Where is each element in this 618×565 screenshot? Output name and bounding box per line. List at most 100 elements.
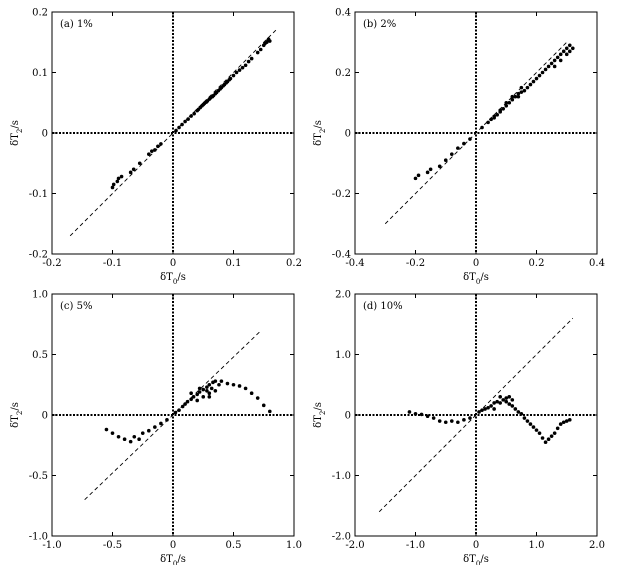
data-point	[558, 52, 563, 57]
y-tick-label: 0	[42, 411, 48, 422]
data-point	[501, 398, 506, 402]
x-tick-label: 0	[473, 258, 479, 269]
data-point	[407, 410, 412, 414]
data-point	[207, 382, 212, 387]
data-point	[507, 100, 512, 105]
data-point	[462, 141, 466, 146]
data-point	[543, 440, 548, 445]
data-point	[205, 389, 209, 393]
y-tick-label: -1.0	[29, 532, 48, 543]
data-point	[489, 117, 493, 122]
data-point	[195, 398, 199, 403]
data-point	[462, 418, 466, 422]
data-point	[186, 117, 190, 121]
x-axis-label: δT0/s	[160, 272, 186, 286]
data-point	[261, 403, 266, 408]
data-point	[173, 410, 178, 415]
data-point	[207, 391, 212, 396]
y-tick-label: 1.0	[32, 290, 48, 301]
data-point	[555, 55, 560, 60]
data-point	[498, 395, 503, 399]
data-point	[516, 94, 521, 99]
data-point	[564, 419, 569, 423]
data-point	[540, 70, 545, 75]
reference-line	[384, 41, 568, 225]
panel-title: (b) 2%	[363, 19, 396, 30]
data-point	[528, 422, 533, 426]
data-point	[147, 152, 151, 156]
data-point	[177, 408, 181, 412]
data-point	[268, 409, 272, 414]
data-point	[128, 439, 133, 444]
data-point	[513, 407, 518, 411]
data-point	[249, 391, 254, 396]
y-axis-label: δT2/s	[10, 120, 24, 146]
data-point	[510, 97, 515, 102]
y-tick-label: 1.0	[335, 350, 351, 361]
data-point	[191, 395, 196, 399]
data-point	[522, 416, 527, 420]
x-tick-label: 0	[473, 540, 479, 551]
y-tick-label: 0.4	[335, 8, 351, 19]
data-point	[549, 61, 554, 66]
data-point	[137, 437, 141, 442]
data-point	[495, 399, 499, 404]
data-point	[492, 116, 496, 120]
data-point	[128, 170, 133, 175]
data-point	[174, 128, 178, 133]
data-point	[549, 434, 554, 438]
reference-line	[84, 329, 262, 501]
y-tick-label: 0	[42, 129, 48, 140]
x-tick-label: 0	[170, 540, 176, 551]
data-point	[231, 382, 236, 387]
x-tick-label: 1.0	[286, 540, 302, 551]
data-point	[147, 428, 151, 433]
data-point	[183, 402, 187, 406]
data-point	[486, 120, 490, 125]
data-point	[480, 125, 484, 130]
y-tick-label: -0.2	[332, 189, 351, 200]
data-point	[110, 431, 115, 435]
x-tick-label: 1.0	[529, 540, 545, 551]
x-axis-label: δT0/s	[160, 554, 186, 565]
data-point	[237, 68, 242, 72]
data-point	[567, 49, 572, 54]
data-point	[240, 65, 245, 70]
data-point	[498, 401, 503, 405]
data-point	[552, 431, 557, 435]
data-point	[153, 148, 157, 152]
data-point	[522, 88, 527, 93]
x-tick-label: 0.2	[529, 258, 545, 269]
data-point	[234, 70, 239, 75]
data-point	[552, 58, 557, 63]
y-tick-label: -0.2	[29, 250, 48, 261]
data-point	[510, 94, 515, 99]
x-tick-label: -0.1	[103, 258, 122, 269]
data-point	[504, 399, 509, 404]
data-point	[543, 67, 548, 72]
y-tick-label: 0	[345, 129, 351, 140]
data-point	[507, 402, 512, 406]
data-point	[115, 179, 120, 184]
data-point	[525, 85, 530, 90]
reference-line	[378, 317, 574, 513]
data-point	[268, 39, 272, 43]
data-point	[189, 397, 193, 402]
data-point	[552, 64, 557, 69]
data-point	[564, 46, 569, 51]
data-point	[116, 176, 121, 181]
data-point	[180, 404, 185, 409]
data-point	[486, 405, 490, 410]
y-axis-label: δT2/s	[10, 402, 24, 428]
data-point	[246, 59, 251, 64]
data-point	[255, 396, 260, 400]
data-point	[528, 82, 533, 87]
data-point	[492, 407, 496, 411]
data-point	[564, 52, 569, 57]
data-point	[192, 111, 196, 116]
data-point	[243, 386, 248, 391]
data-point	[159, 142, 163, 146]
data-point	[140, 431, 145, 435]
data-point	[416, 173, 421, 178]
x-tick-label: 2.0	[589, 540, 605, 551]
